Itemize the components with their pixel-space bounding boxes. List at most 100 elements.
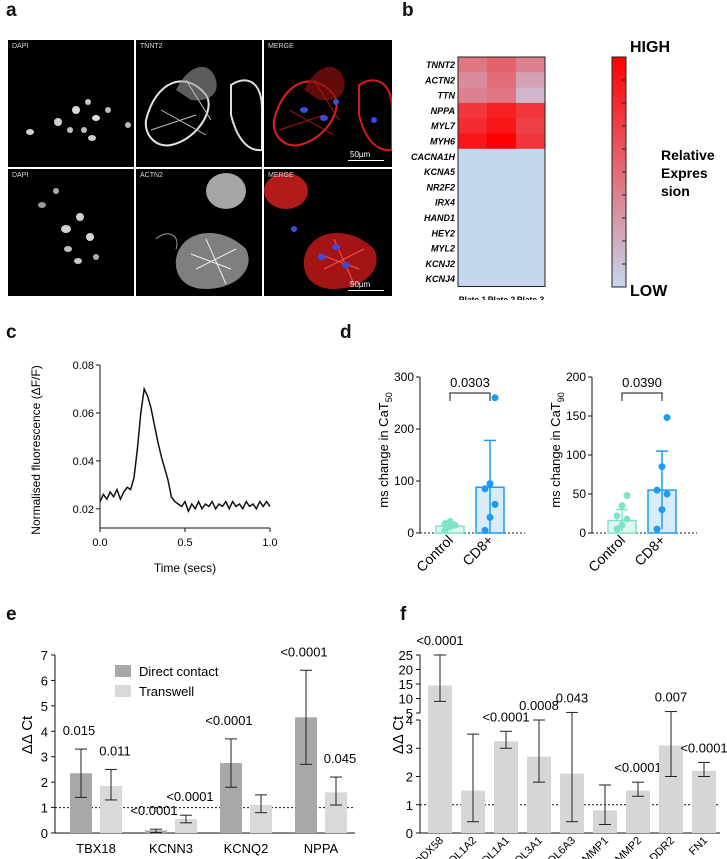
f-y-tick-label: 4 (406, 713, 413, 728)
scale-bar-top (348, 160, 384, 161)
heatmap-row-label: HEY2 (431, 228, 455, 238)
f-y-tick-label: 10 (399, 692, 413, 707)
f-pvalue: 0.007 (655, 690, 688, 705)
d-pvalue: 0.0303 (450, 375, 490, 390)
heatmap-cell (487, 72, 517, 89)
micro-label-top-3: MERGE (268, 43, 294, 50)
e-category-label: KCNN3 (149, 841, 193, 856)
d-y-tick-label: 0 (407, 526, 414, 540)
heatmap-row-label: NR2F2 (426, 182, 455, 192)
d-significance-bracket (449, 392, 491, 401)
e-bar (325, 792, 347, 833)
d-data-point (486, 513, 494, 521)
e-legend-label: Direct contact (139, 664, 219, 679)
cat50-bar-chart: 0 100 200 300 Control CD8+ 0.0303 ms change in… (376, 370, 525, 575)
d-y-tick-label: 150 (566, 409, 586, 423)
f-pvalue: 0.0008 (519, 698, 559, 713)
colorbar-title-line1: Relative (661, 147, 715, 163)
c-y-tick-label: 0.02 (73, 504, 94, 516)
panel-label-c: c (6, 322, 17, 343)
heatmap-row-label: CACNA1H (411, 152, 456, 162)
e-bar (100, 785, 122, 833)
heatmap-cell (487, 57, 517, 73)
panel-label-b: b (402, 0, 414, 21)
heatmap-cell (516, 57, 546, 73)
micro-label-top-1: DAPI (12, 43, 29, 50)
f-bar (626, 790, 650, 833)
heatmap-row-label: NPPA (431, 106, 455, 116)
merge-image-top (272, 66, 393, 152)
f-pvalue: <0.0001 (614, 760, 661, 775)
heatmap-cell (458, 210, 488, 226)
microscopy-grid: DAPI TNNT2 MERGE 50µm DAPI (8, 40, 393, 296)
e-y-tick-label: 5 (41, 699, 48, 714)
f-y-tick-label: 0 (406, 826, 413, 841)
d-significance-bracket (621, 392, 663, 401)
coculture-ddct-chart: 012345670.0150.011TBX18<0.0001<0.0001KCN… (19, 644, 356, 856)
heatmap-cell (458, 271, 488, 287)
e-y-axis-label: ΔΔ Ct (19, 715, 36, 754)
f-y-tick-label: 1 (406, 798, 413, 813)
heatmap-row-label: ACTN2 (424, 75, 455, 85)
f-pvalue: <0.0001 (482, 709, 529, 724)
merge-image-bottom (264, 173, 377, 289)
e-category-label: TBX18 (76, 841, 116, 856)
heatmap-cell (458, 102, 488, 119)
f-y-tick-label: 15 (399, 677, 413, 692)
heatmap-col-label: Plate 1 (459, 295, 487, 301)
micro-bottom-dapi (8, 169, 134, 296)
e-y-tick-label: 3 (41, 750, 48, 765)
f-y-tick-label: 20 (399, 663, 413, 678)
f-category-label: COL3A1 (507, 835, 545, 859)
heatmap-row-label: IRX4 (435, 198, 455, 208)
f-category-label: MMP2 (613, 835, 644, 859)
colorbar-title-line3: sion (661, 183, 690, 199)
c-x-tick-label: 0.5 (177, 537, 192, 549)
d-data-point (446, 518, 454, 526)
e-pvalue: 0.011 (99, 743, 131, 758)
heatmap-cell (516, 102, 546, 119)
heatmap-chart: TNNT2 ACTN2 TTN NPPA MYL7 MYH6 CACNA1H KCNA5 NR2… (411, 39, 715, 301)
f-y-axis-label: ΔΔ Ct (390, 715, 407, 754)
heatmap-cell (487, 255, 517, 272)
heatmap-cell (487, 240, 517, 257)
d-y-tick-label: 200 (394, 422, 414, 436)
d-data-point (623, 515, 631, 523)
scale-label-top: 50µm (350, 150, 371, 159)
colorbar-high-label: HIGH (630, 39, 670, 56)
heatmap-cell (516, 87, 546, 104)
micro-label-bottom-3: MERGE (268, 172, 294, 179)
e-bar (220, 763, 242, 833)
micro-label-top-2: TNNT2 (140, 43, 163, 50)
d-data-point (653, 525, 661, 533)
e-pvalue: <0.0001 (166, 789, 213, 804)
d-data-point (618, 521, 626, 529)
heatmap-cell (516, 164, 546, 180)
d-data-point (613, 512, 621, 520)
heatmap-cell (458, 118, 488, 134)
d-y-tick-label: 50 (573, 487, 587, 501)
heatmap-cell (458, 240, 488, 257)
heatmap-cell (458, 194, 488, 211)
f-pvalue: <0.0001 (416, 633, 463, 648)
e-legend-swatch (115, 685, 131, 697)
f-pvalue: <0.0001 (680, 740, 727, 755)
f-category-label: COL6A3 (540, 835, 578, 859)
heatmap-cell (516, 271, 546, 287)
f-bar (692, 770, 716, 833)
tnnt2-image (144, 66, 263, 152)
e-category-label: KCNQ2 (224, 841, 269, 856)
heatmap-row-label: TNNT2 (426, 60, 455, 70)
d2-y-axis-label: ms change in CaT90 (548, 392, 566, 508)
heatmap-cell (458, 57, 488, 73)
heatmap-row-label: KCNA5 (424, 167, 456, 177)
d-y-tick-label: 100 (566, 448, 586, 462)
e-legend-label: Transwell (139, 684, 194, 699)
heatmap-cell (516, 255, 546, 272)
d-y-tick-label: 0 (579, 526, 586, 540)
e-category-label: NPPA (304, 841, 339, 856)
f-y-tick-label: 2 (406, 770, 413, 785)
heatmap-cell (458, 255, 488, 272)
e-bar (295, 717, 317, 833)
heatmap-cell (516, 118, 546, 134)
